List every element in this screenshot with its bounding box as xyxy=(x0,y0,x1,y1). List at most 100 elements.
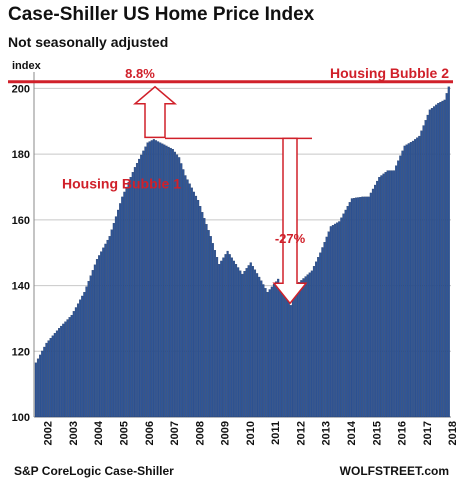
bar xyxy=(411,140,415,418)
bar xyxy=(384,172,387,418)
bar xyxy=(104,243,107,418)
bar xyxy=(279,283,282,418)
y-tick-160: 160 xyxy=(12,215,30,227)
bar xyxy=(277,278,280,418)
bar xyxy=(376,180,379,418)
bar xyxy=(298,282,301,418)
bar xyxy=(117,209,120,418)
bar xyxy=(68,317,71,418)
bar xyxy=(171,149,174,418)
x-tick-2010: 2010 xyxy=(245,421,257,445)
bar xyxy=(304,276,307,418)
bar xyxy=(418,135,421,418)
bar xyxy=(361,196,364,418)
bar xyxy=(239,270,242,418)
bar xyxy=(188,183,191,418)
bar xyxy=(285,296,288,418)
bar xyxy=(64,321,67,418)
y-tick-100: 100 xyxy=(12,412,30,424)
bar xyxy=(173,151,176,418)
bar xyxy=(41,350,44,418)
bar xyxy=(321,247,324,418)
bar xyxy=(76,303,80,418)
bar xyxy=(388,170,391,418)
bar xyxy=(186,179,189,418)
bar xyxy=(357,197,360,418)
bar xyxy=(302,278,305,418)
bar xyxy=(287,300,290,418)
bubble1-label: Housing Bubble 1 xyxy=(62,176,181,192)
bar xyxy=(100,251,103,418)
y-tick-180: 180 xyxy=(12,149,30,161)
bar xyxy=(87,281,90,418)
bar xyxy=(401,150,404,418)
bar xyxy=(315,261,318,418)
x-tick-2002: 2002 xyxy=(43,421,55,445)
x-tick-2017: 2017 xyxy=(422,421,434,445)
bar xyxy=(222,257,225,418)
up-arrow xyxy=(132,85,178,139)
down-arrow xyxy=(272,137,308,305)
bar xyxy=(184,175,187,418)
bar xyxy=(283,291,286,418)
bar xyxy=(167,146,170,418)
bar xyxy=(241,273,244,418)
bar xyxy=(270,286,273,418)
bar xyxy=(253,269,257,418)
bar xyxy=(169,147,172,418)
bar xyxy=(192,191,195,418)
bar xyxy=(291,299,294,418)
bar xyxy=(55,330,59,418)
bar xyxy=(161,143,164,418)
bar xyxy=(336,222,339,418)
bar xyxy=(140,154,143,418)
bar xyxy=(258,276,261,418)
bar xyxy=(43,346,46,418)
bar xyxy=(374,184,377,418)
bar xyxy=(201,212,204,418)
bar xyxy=(352,198,356,418)
bar xyxy=(310,270,313,418)
bar xyxy=(346,206,349,418)
bar xyxy=(268,289,271,418)
x-tick-2015: 2015 xyxy=(371,421,383,445)
bar xyxy=(323,242,326,418)
x-tick-2016: 2016 xyxy=(397,421,409,445)
bar xyxy=(416,137,419,418)
bar xyxy=(355,197,358,418)
bar xyxy=(266,291,269,418)
bar xyxy=(333,223,337,418)
bar xyxy=(51,335,54,418)
bar xyxy=(207,230,210,418)
bar xyxy=(70,314,73,418)
bar xyxy=(422,125,425,418)
bar xyxy=(386,170,389,418)
bar xyxy=(131,172,134,418)
bar xyxy=(228,254,231,418)
bar xyxy=(98,255,101,418)
bar xyxy=(148,141,151,418)
bar xyxy=(234,264,238,418)
bar xyxy=(144,146,147,418)
bar xyxy=(152,139,155,418)
bar xyxy=(199,206,202,418)
bar xyxy=(312,266,316,418)
bar xyxy=(127,181,130,418)
x-tick-labels: 2002 2003 2004 2005 2006 2007 2008 2009 2010 2011… xyxy=(43,420,457,445)
bar xyxy=(443,99,446,418)
bar xyxy=(72,311,75,418)
bar xyxy=(74,307,77,418)
bar xyxy=(85,286,88,418)
bar xyxy=(407,143,410,418)
bar xyxy=(293,293,297,418)
x-tick-2012: 2012 xyxy=(295,421,307,445)
bar xyxy=(317,257,320,418)
bar xyxy=(435,104,438,418)
bar xyxy=(319,252,322,418)
bar xyxy=(380,175,383,418)
y-tick-140: 140 xyxy=(12,281,30,293)
bar xyxy=(34,362,37,418)
x-tick-2007: 2007 xyxy=(169,421,181,445)
bar xyxy=(428,109,431,418)
x-tick-2014: 2014 xyxy=(346,420,358,445)
